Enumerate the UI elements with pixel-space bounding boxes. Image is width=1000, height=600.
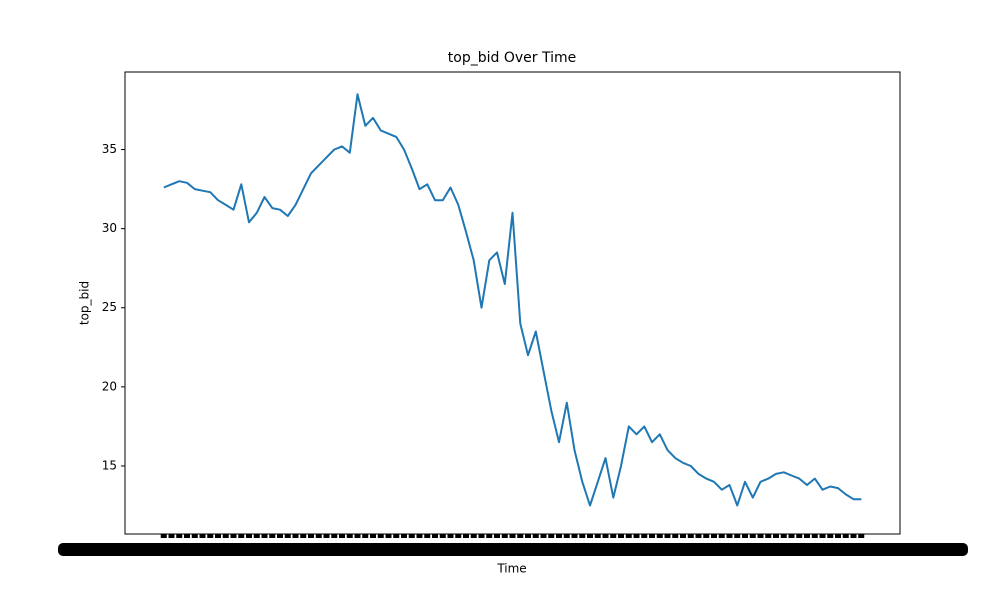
plot-frame [124,71,901,535]
y-tick-label: 15 [102,458,117,472]
x-tick-labels-overlap [58,543,968,556]
y-axis-label: top_bid [78,281,92,325]
y-tick-label: 20 [102,379,117,393]
x-axis-label: Time [496,562,526,576]
data-line [163,93,862,507]
y-tick-label: 30 [102,221,117,235]
y-tick-label: 35 [102,142,117,156]
chart-title: top_bid Over Time [448,50,576,66]
y-tick-label: 25 [102,300,117,314]
